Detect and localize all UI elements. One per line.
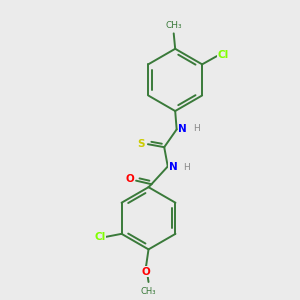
Text: Cl: Cl <box>218 50 229 60</box>
Text: H: H <box>193 124 200 133</box>
Text: CH₃: CH₃ <box>165 21 182 30</box>
Text: O: O <box>126 174 134 184</box>
Text: S: S <box>138 139 145 148</box>
Text: H: H <box>184 163 190 172</box>
Text: CH₃: CH₃ <box>141 287 156 296</box>
Text: Cl: Cl <box>94 232 105 242</box>
Text: N: N <box>178 124 187 134</box>
Text: O: O <box>142 267 151 277</box>
Text: N: N <box>169 162 178 172</box>
